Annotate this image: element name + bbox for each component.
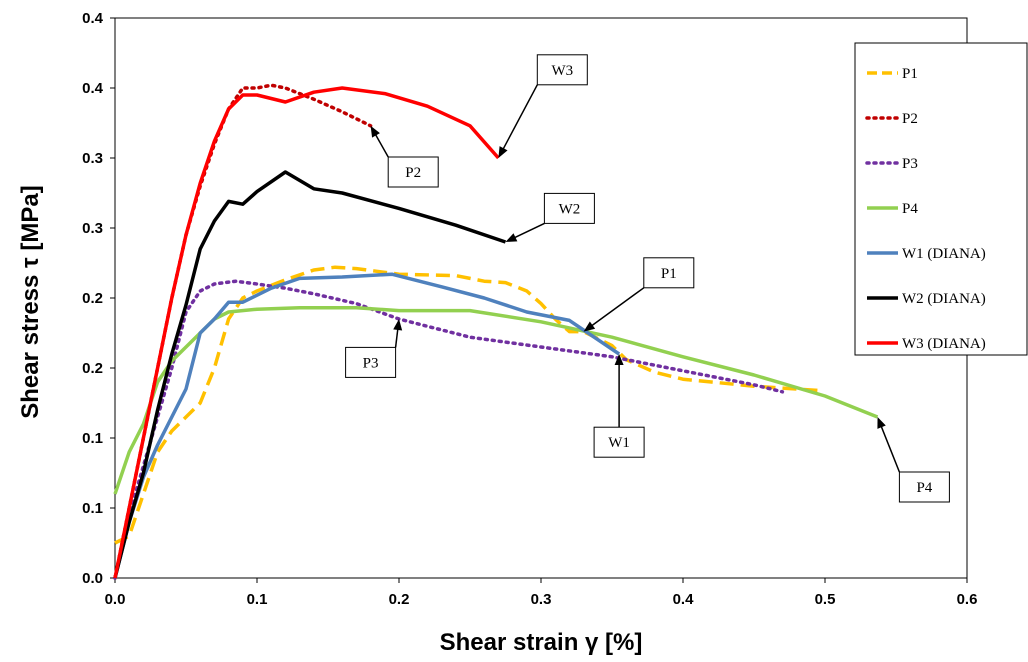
annotation-label: P3 (363, 355, 379, 371)
annotation-arrow (591, 287, 645, 327)
annotation-layer: W3 P2 W2 P1 P3 W1 P4 (345, 54, 950, 503)
y-tick-label: 0.0 (82, 570, 103, 587)
annotation-arrow (514, 222, 545, 239)
x-axis-title: Shear strain γ [%] (440, 629, 643, 656)
legend-label: P1 (902, 66, 918, 82)
annotation-label: W2 (559, 201, 581, 217)
annotation-box (536, 54, 588, 86)
annotation-arrow (374, 134, 389, 158)
annotation-arrow (394, 328, 399, 348)
annotation-label: P4 (916, 480, 932, 496)
x-tick-label: 0.6 (957, 591, 978, 608)
legend-box (854, 42, 1028, 356)
y-tick-label: 0.2 (82, 360, 103, 377)
annotation-arrowhead (583, 321, 596, 332)
annotation-box (593, 426, 645, 458)
annotation-arrowhead (498, 146, 508, 158)
series-line-w2 (113, 170, 507, 579)
annotation-box (643, 257, 695, 289)
annotation-arrowhead (505, 233, 518, 242)
y-tick-label: 0.1 (82, 500, 103, 517)
y-tick-label: 0.4 (82, 10, 104, 27)
x-tick-label: 0.0 (105, 591, 126, 608)
series-line-p4 (113, 306, 879, 495)
legend-label: P4 (902, 201, 918, 217)
annotation-box (345, 346, 397, 378)
series-line-w1 (113, 272, 621, 579)
legend-label: W1 (DIANA) (902, 246, 986, 262)
annotation-label: W1 (608, 435, 630, 451)
series-line-w3 (113, 86, 500, 579)
y-tick-label: 0.3 (82, 220, 103, 237)
series-line-p3 (113, 279, 785, 580)
series-layer (113, 83, 879, 580)
annotation-arrow (502, 84, 538, 150)
legend-label: P2 (902, 111, 918, 127)
annotation-label: P2 (405, 165, 421, 181)
annotation-box (543, 192, 595, 224)
annotation-label: W3 (551, 63, 573, 79)
x-tick-label: 0.3 (531, 591, 552, 608)
x-tick-label: 0.5 (815, 591, 836, 608)
annotation-arrowhead (614, 354, 624, 365)
annotation-box (387, 156, 439, 188)
annotation-arrowhead (393, 319, 403, 331)
y-tick-label: 0.1 (82, 430, 103, 447)
legend: P1 P2 P3 P4 W1 (DIANA) W2 (DIANA) W3 (DIANA) (854, 42, 1028, 356)
annotation-box (898, 471, 950, 503)
x-tick-label: 0.4 (673, 591, 695, 608)
legend-label: P3 (902, 156, 918, 172)
annotation-arrow (880, 426, 901, 473)
x-tick-label: 0.2 (389, 591, 410, 608)
y-tick-label: 0.3 (82, 150, 103, 167)
y-axis-title: Shear stress τ [MPa] (17, 185, 44, 418)
plot-area (114, 17, 968, 579)
annotation-arrowhead (877, 417, 886, 429)
y-tick-label: 0.2 (82, 290, 103, 307)
x-tick-label: 0.1 (247, 591, 268, 608)
annotation-arrowhead (370, 125, 380, 138)
legend-label: W2 (DIANA) (902, 291, 986, 307)
annotation-label: P1 (661, 266, 677, 282)
y-tick-label: 0.4 (82, 80, 104, 97)
axis-ticks: 0.0 0.1 0.2 0.3 0.4 0.5 0.6 0.0 0.1 0.1 0.2 0.2 0.3 0… (82, 10, 977, 608)
legend-label: W3 (DIANA) (902, 336, 986, 352)
